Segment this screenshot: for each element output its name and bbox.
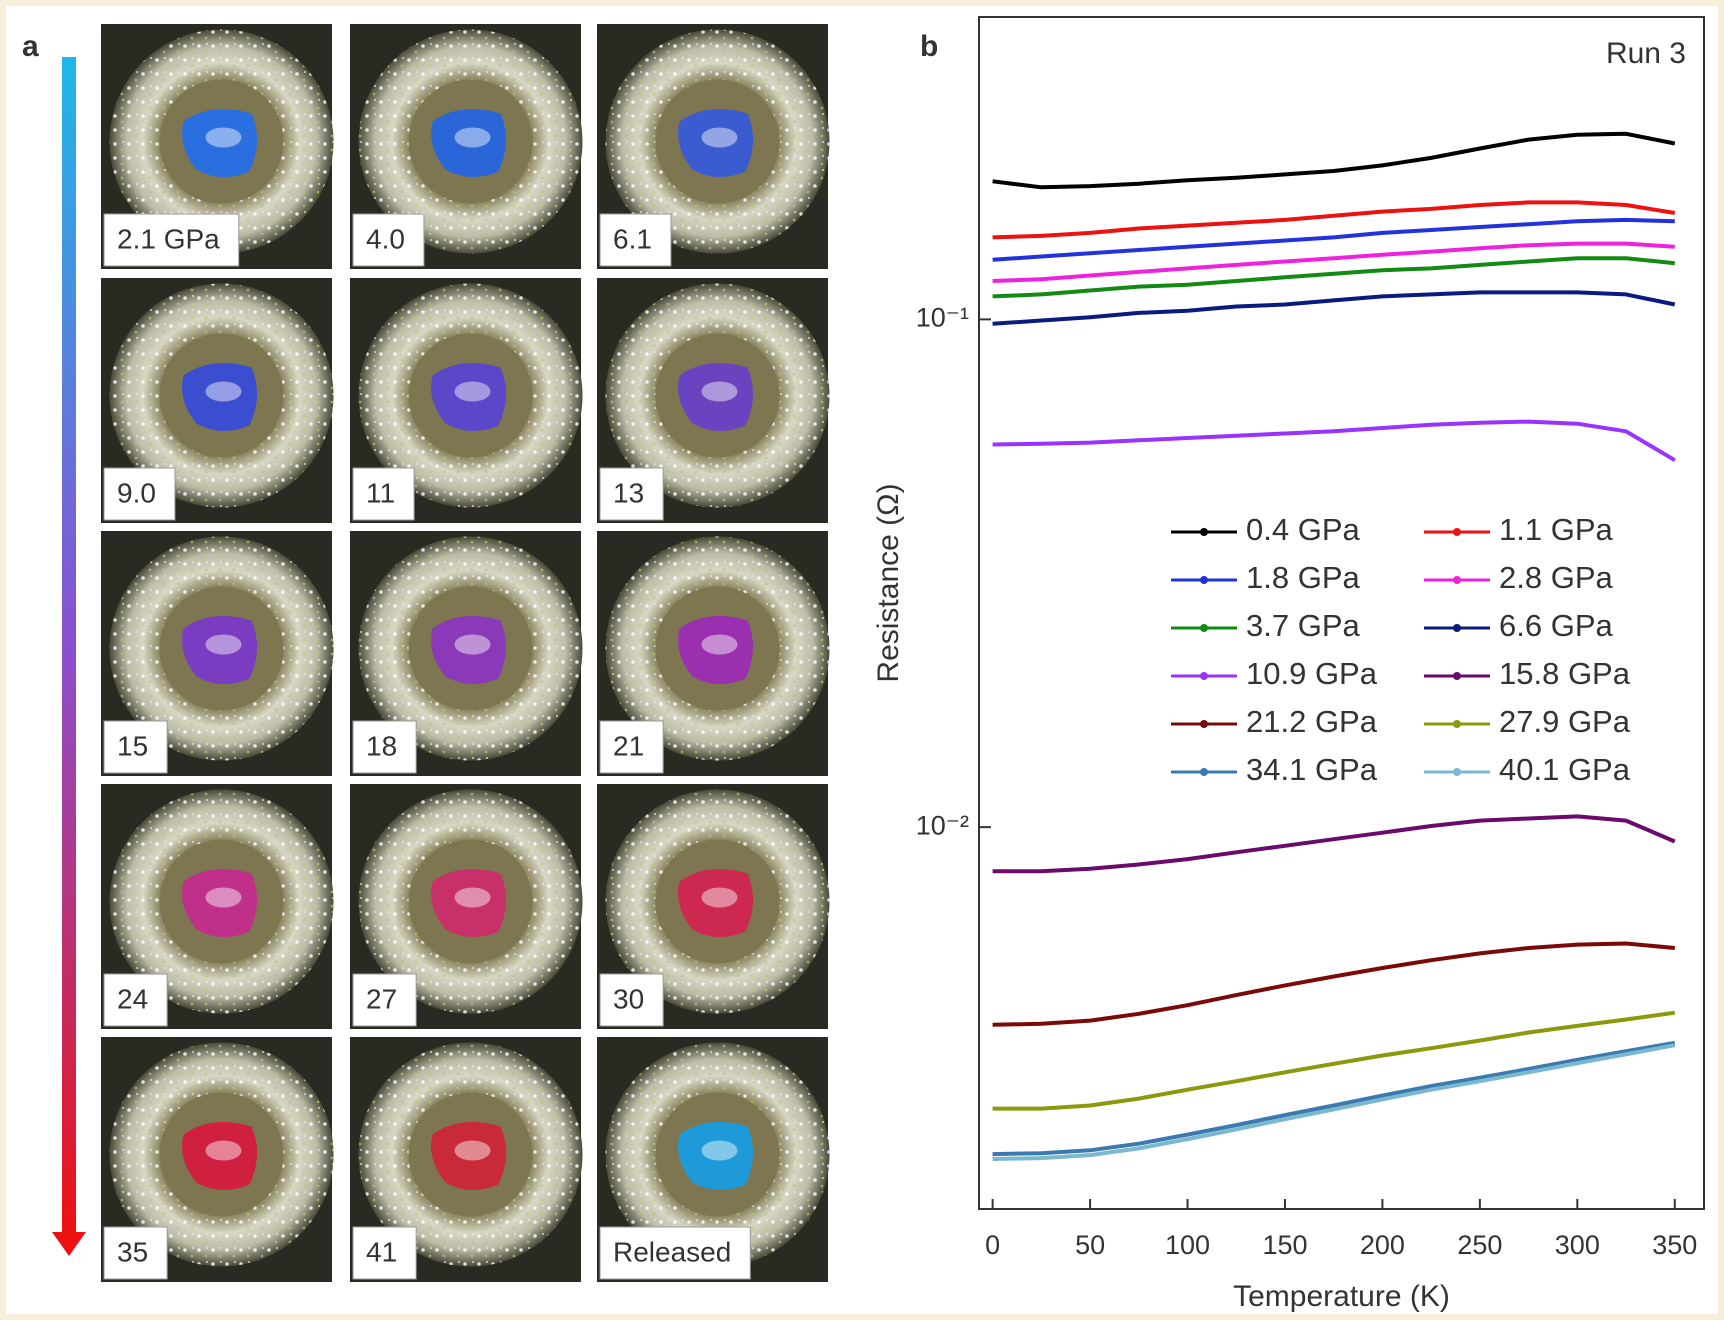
photo-label: 27 [366, 983, 397, 1014]
legend-label: 10.9 GPa [1246, 656, 1378, 691]
crystal-glint [702, 1141, 738, 1161]
photo-label: 21 [613, 730, 644, 761]
legend-label: 34.1 GPa [1246, 752, 1378, 787]
legend-marker [1453, 576, 1461, 584]
legend-marker [1453, 528, 1461, 536]
photo-label: 41 [366, 1236, 397, 1267]
photo: 21 [597, 531, 830, 776]
y-axis-label: Resistance (Ω) [872, 483, 905, 682]
legend-label: 1.8 GPa [1246, 560, 1360, 595]
legend-marker [1200, 624, 1208, 632]
legend-label: 1.1 GPa [1499, 512, 1613, 547]
legend-marker [1200, 768, 1208, 776]
x-axis-label: Temperature (K) [1233, 1280, 1450, 1313]
crystal-glint [455, 888, 491, 908]
photo: 15 [101, 531, 334, 776]
photo-label: 15 [117, 730, 148, 761]
photo: 6.1 [597, 24, 830, 269]
photo-label: 13 [613, 477, 644, 508]
photo: 2.1 GPa [101, 24, 334, 269]
panel-label: a [22, 30, 39, 63]
legend-label: 6.6 GPa [1499, 608, 1613, 643]
annotation: Run 3 [1606, 37, 1686, 70]
x-tick-label: 200 [1360, 1230, 1405, 1260]
photo: Released [597, 1037, 830, 1282]
crystal-glint [206, 888, 242, 908]
legend-label: 2.8 GPa [1499, 560, 1613, 595]
photo-grid: 2.1 GPa 4.0 6.1 9.0 11 13 15 18 21 24 27 30 35 41 Rele… [101, 24, 830, 1282]
crystal-glint [702, 888, 738, 908]
photo-label: 4.0 [366, 223, 405, 254]
photo: 41 [350, 1037, 583, 1282]
photo: 13 [597, 278, 830, 523]
pressure-arrow [62, 57, 76, 1237]
photo: 4.0 [350, 24, 583, 269]
legend-marker [1200, 672, 1208, 680]
legend-marker [1453, 768, 1461, 776]
y-tick-label: 10⁻¹ [916, 302, 969, 332]
crystal-glint [206, 382, 242, 402]
crystal-glint [455, 382, 491, 402]
crystal-glint [206, 635, 242, 655]
x-tick-label: 150 [1262, 1230, 1307, 1260]
photo: 30 [597, 784, 830, 1029]
legend-marker [1200, 528, 1208, 536]
legend-label: 27.9 GPa [1499, 704, 1631, 739]
figure: a 2.1 GPa 4.0 6.1 9.0 11 13 15 18 21 24 27 30 35 41 Re… [0, 0, 1724, 1320]
x-tick-label: 100 [1165, 1230, 1210, 1260]
photo-label: 2.1 GPa [117, 223, 220, 254]
photo-label: 24 [117, 983, 148, 1014]
photo-label: 30 [613, 983, 644, 1014]
photo: 11 [350, 278, 583, 523]
crystal-glint [206, 1141, 242, 1161]
x-tick-label: 0 [985, 1230, 1000, 1260]
crystal-glint [702, 128, 738, 148]
photo: 35 [101, 1037, 334, 1282]
photo-label: 6.1 [613, 223, 652, 254]
legend-label: 21.2 GPa [1246, 704, 1378, 739]
panel-label: b [920, 30, 938, 63]
crystal-glint [702, 635, 738, 655]
legend-label: 3.7 GPa [1246, 608, 1360, 643]
crystal-glint [455, 128, 491, 148]
crystal-glint [206, 128, 242, 148]
legend-marker [1200, 720, 1208, 728]
legend-label: 0.4 GPa [1246, 512, 1360, 547]
x-tick-label: 50 [1075, 1230, 1105, 1260]
crystal-glint [455, 1141, 491, 1161]
legend-label: 15.8 GPa [1499, 656, 1631, 691]
photo: 27 [350, 784, 583, 1029]
photo: 24 [101, 784, 334, 1029]
legend-marker [1200, 576, 1208, 584]
crystal-glint [455, 635, 491, 655]
photo-label: 9.0 [117, 477, 156, 508]
photo-label: 35 [117, 1236, 148, 1267]
y-tick-label: 10⁻² [916, 810, 969, 840]
photo-label: 18 [366, 730, 397, 761]
legend-marker [1453, 672, 1461, 680]
legend-marker [1453, 720, 1461, 728]
legend-marker [1453, 624, 1461, 632]
x-tick-label: 250 [1457, 1230, 1502, 1260]
x-tick-label: 350 [1652, 1230, 1697, 1260]
legend-label: 40.1 GPa [1499, 752, 1631, 787]
photo-label: Released [613, 1236, 731, 1267]
crystal-glint [702, 382, 738, 402]
x-tick-label: 300 [1555, 1230, 1600, 1260]
photo: 18 [350, 531, 583, 776]
photo-label: 11 [366, 477, 395, 508]
page: a 2.1 GPa 4.0 6.1 9.0 11 13 15 18 21 24 27 30 35 41 Re… [0, 0, 1724, 1320]
photo: 9.0 [101, 278, 334, 523]
